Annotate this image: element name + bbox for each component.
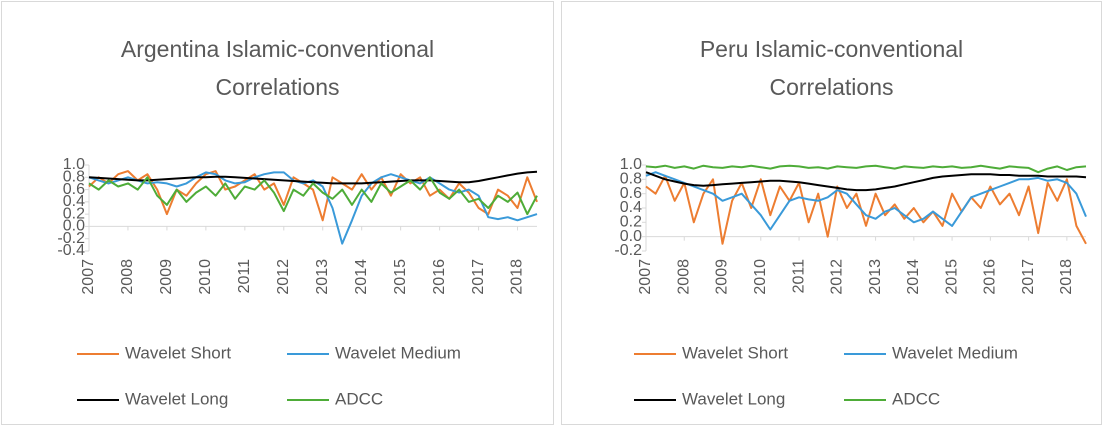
x-tick-label: 2014: [353, 259, 370, 295]
x-tick-label: 2013: [314, 259, 331, 295]
chart-title: Peru Islamic-conventional Correlations: [699, 36, 964, 100]
legend-label: ADCC: [892, 389, 940, 408]
x-tick-label: 2014: [905, 259, 922, 295]
x-tick-label: 2007: [80, 259, 97, 295]
y-tick-label: 0.6: [620, 185, 642, 202]
x-tick-label: 2015: [943, 259, 960, 295]
y-tick-label: 1.0: [620, 156, 642, 173]
y-tick-label: 0.4: [620, 199, 642, 216]
y-tick-label: 0.2: [63, 205, 85, 222]
series-line: [645, 164, 1087, 174]
legend-label: Wavelet Short: [125, 343, 231, 362]
x-tick-label: 2013: [867, 259, 884, 295]
y-tick-label: 0.8: [620, 171, 642, 188]
y-tick-label: -0.2: [614, 242, 642, 259]
series-line: [645, 171, 1087, 192]
x-tick-label: 2010: [197, 259, 214, 295]
legend-label: ADCC: [335, 389, 383, 408]
series-line: [645, 174, 1087, 245]
series-line: [645, 171, 1087, 231]
series-line: [88, 170, 538, 222]
x-tick-label: 2015: [392, 259, 409, 295]
x-tick-label: 2009: [714, 259, 731, 295]
y-tick-label: 0.0: [63, 218, 85, 235]
x-tick-label: 2011: [790, 259, 807, 294]
x-tick-label: 2016: [982, 259, 999, 295]
y-tick-label: -0.4: [57, 242, 85, 259]
x-tick-label: 2010: [752, 259, 769, 295]
chart-panel: Peru Islamic-conventional Correlations 1…: [561, 1, 1102, 425]
x-tick-label: 2008: [675, 259, 692, 295]
legend-label: Wavelet Long: [682, 389, 785, 408]
series-line: [88, 176, 538, 216]
x-tick-label: 2012: [829, 259, 846, 295]
y-tick-label: 0.4: [63, 193, 85, 210]
y-tick-label: -0.2: [57, 230, 85, 247]
legend-label: Wavelet Medium: [335, 343, 461, 362]
x-tick-label: 2011: [236, 259, 253, 294]
y-tick-label: 0.6: [63, 181, 85, 198]
y-tick-label: 0.2: [620, 214, 642, 231]
x-tick-label: 2017: [470, 259, 487, 295]
y-tick-label: 0.8: [63, 169, 85, 186]
x-tick-label: 2008: [119, 259, 136, 295]
x-tick-label: 2017: [1020, 259, 1037, 295]
series-line: [88, 170, 538, 185]
chart-panel: Argentina Islamic-conventional Correlati…: [1, 1, 554, 425]
y-tick-label: 1.0: [63, 156, 85, 173]
chart-title: Argentina Islamic-conventional Correlati…: [120, 36, 435, 100]
series-line: [88, 171, 538, 245]
legend-label: Wavelet Medium: [892, 343, 1018, 362]
legend-label: Wavelet Short: [682, 343, 788, 362]
legend-label: Wavelet Long: [125, 389, 228, 408]
x-tick-label: 2007: [637, 259, 654, 295]
y-tick-label: 0.0: [620, 228, 642, 245]
x-tick-label: 2018: [1058, 259, 1075, 295]
x-tick-label: 2018: [509, 259, 526, 295]
x-tick-label: 2012: [275, 259, 292, 295]
x-tick-label: 2009: [158, 259, 175, 295]
x-tick-label: 2016: [431, 259, 448, 295]
